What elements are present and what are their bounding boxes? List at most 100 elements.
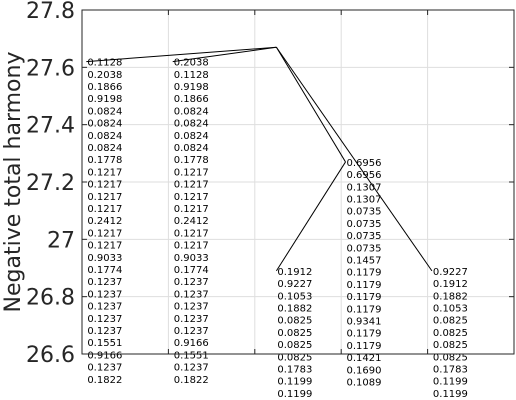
value-label: 0.1774 (174, 265, 209, 276)
value-label: 0.1217 (174, 228, 209, 239)
value-label: 0.1882 (277, 303, 312, 314)
value-label: 0.1307 (347, 182, 382, 193)
value-label: 0.1237 (87, 302, 122, 313)
y-tick-label: 27.2 (26, 171, 75, 196)
value-label: 0.1217 (87, 192, 122, 203)
value-label: 0.9198 (87, 94, 122, 105)
value-label: 0.0825 (277, 340, 312, 351)
series-segment (172, 46, 277, 63)
value-label: 0.1199 (433, 377, 468, 388)
value-label: 0.1237 (87, 363, 122, 374)
text-layer: 0.11280.20380.18660.91980.08240.08240.08… (87, 58, 468, 400)
value-label: 0.0824 (87, 106, 122, 117)
value-label: 0.1128 (174, 70, 209, 81)
value-column: 0.20380.11280.91980.18660.08240.08240.08… (174, 58, 209, 386)
value-label: 0.1217 (87, 228, 122, 239)
value-label: 0.1237 (174, 277, 209, 288)
value-label: 0.0735 (347, 219, 382, 230)
y-tick-label: 26.8 (26, 286, 75, 311)
value-label: 0.1822 (87, 375, 122, 386)
value-label: 0.0824 (87, 143, 122, 154)
value-label: 0.1551 (87, 338, 122, 349)
value-label: 0.2038 (87, 70, 122, 81)
value-label: 0.0824 (87, 131, 122, 142)
value-label: 0.9166 (87, 350, 122, 361)
value-label: 0.1237 (174, 326, 209, 337)
value-label: 0.1778 (174, 155, 209, 166)
value-label: 0.0735 (347, 243, 382, 254)
value-label: 0.0825 (277, 316, 312, 327)
series-segment (275, 47, 346, 163)
value-label: 0.0825 (433, 352, 468, 363)
value-label: 0.9227 (433, 267, 468, 278)
tick-layer: 26.6 26.8 27 27.2 27.4 27.6 27.8 (26, 0, 515, 368)
value-label: 0.1457 (347, 256, 382, 267)
value-label: 0.1237 (174, 314, 209, 325)
value-label: 0.6956 (347, 170, 382, 181)
value-column: 0.69560.69560.13070.13070.07350.07350.07… (347, 158, 382, 389)
value-label: 0.1179 (347, 292, 382, 303)
value-label: 0.6956 (347, 158, 382, 169)
value-label: 0.1783 (277, 364, 312, 375)
value-label: 0.1089 (347, 378, 382, 389)
value-label: 0.0824 (87, 119, 122, 130)
y-axis-label: Negative total harmony (1, 52, 26, 313)
value-label: 0.1199 (433, 389, 468, 400)
series-segment (275, 161, 346, 272)
value-label: 0.0825 (433, 340, 468, 351)
value-label: 0.1217 (87, 180, 122, 191)
value-label: 0.9198 (174, 82, 209, 93)
y-tick-label: 26.6 (26, 343, 75, 368)
value-label: 0.1912 (433, 279, 468, 290)
value-label: 0.1866 (87, 82, 122, 93)
value-label: 0.1882 (433, 291, 468, 302)
value-label: 0.1199 (277, 389, 312, 400)
value-label: 0.1774 (87, 265, 122, 276)
y-tick-label: 27.4 (26, 114, 75, 139)
value-label: 0.9033 (87, 253, 122, 264)
value-label: 0.0825 (277, 328, 312, 339)
series-segment (275, 46, 433, 272)
value-label: 0.1822 (174, 375, 209, 386)
series-layer (86, 46, 433, 272)
series-segment (86, 46, 277, 63)
value-label: 0.0824 (174, 106, 209, 117)
value-label: 0.1179 (347, 304, 382, 315)
value-label: 0.0825 (433, 328, 468, 339)
value-label: 0.0825 (277, 352, 312, 363)
value-label: 0.0824 (174, 143, 209, 154)
value-label: 0.0825 (433, 316, 468, 327)
value-label: 0.1217 (174, 192, 209, 203)
value-label: 0.9166 (174, 338, 209, 349)
value-label: 0.0824 (174, 131, 209, 142)
value-label: 0.2412 (87, 216, 122, 227)
value-label: 0.1217 (87, 167, 122, 178)
y-tick-label: 27.8 (26, 0, 75, 24)
value-label: 0.1237 (174, 289, 209, 300)
value-label: 0.1237 (87, 326, 122, 337)
value-label: 0.1690 (347, 365, 382, 376)
value-label: 0.1179 (347, 280, 382, 291)
value-label: 0.1912 (277, 267, 312, 278)
value-column: 0.11280.20380.18660.91980.08240.08240.08… (87, 58, 122, 386)
value-label: 0.1053 (433, 303, 468, 314)
value-label: 0.2038 (174, 58, 209, 69)
value-label: 0.1179 (347, 268, 382, 279)
value-label: 0.1551 (174, 350, 209, 361)
value-label: 0.1128 (87, 58, 122, 69)
value-label: 0.0735 (347, 207, 382, 218)
value-label: 0.1237 (87, 289, 122, 300)
value-label: 0.1217 (87, 241, 122, 252)
value-label: 0.1237 (174, 363, 209, 374)
value-label: 0.9033 (174, 253, 209, 264)
grid-layer (81, 9, 515, 355)
value-label: 0.1053 (277, 291, 312, 302)
value-label: 0.9227 (277, 279, 312, 290)
value-label: 0.1217 (174, 180, 209, 191)
value-label: 0.1866 (174, 94, 209, 105)
y-tick-label: 27 (47, 228, 75, 253)
value-label: 0.1179 (347, 341, 382, 352)
value-label: 0.1237 (174, 302, 209, 313)
value-label: 0.2412 (174, 216, 209, 227)
